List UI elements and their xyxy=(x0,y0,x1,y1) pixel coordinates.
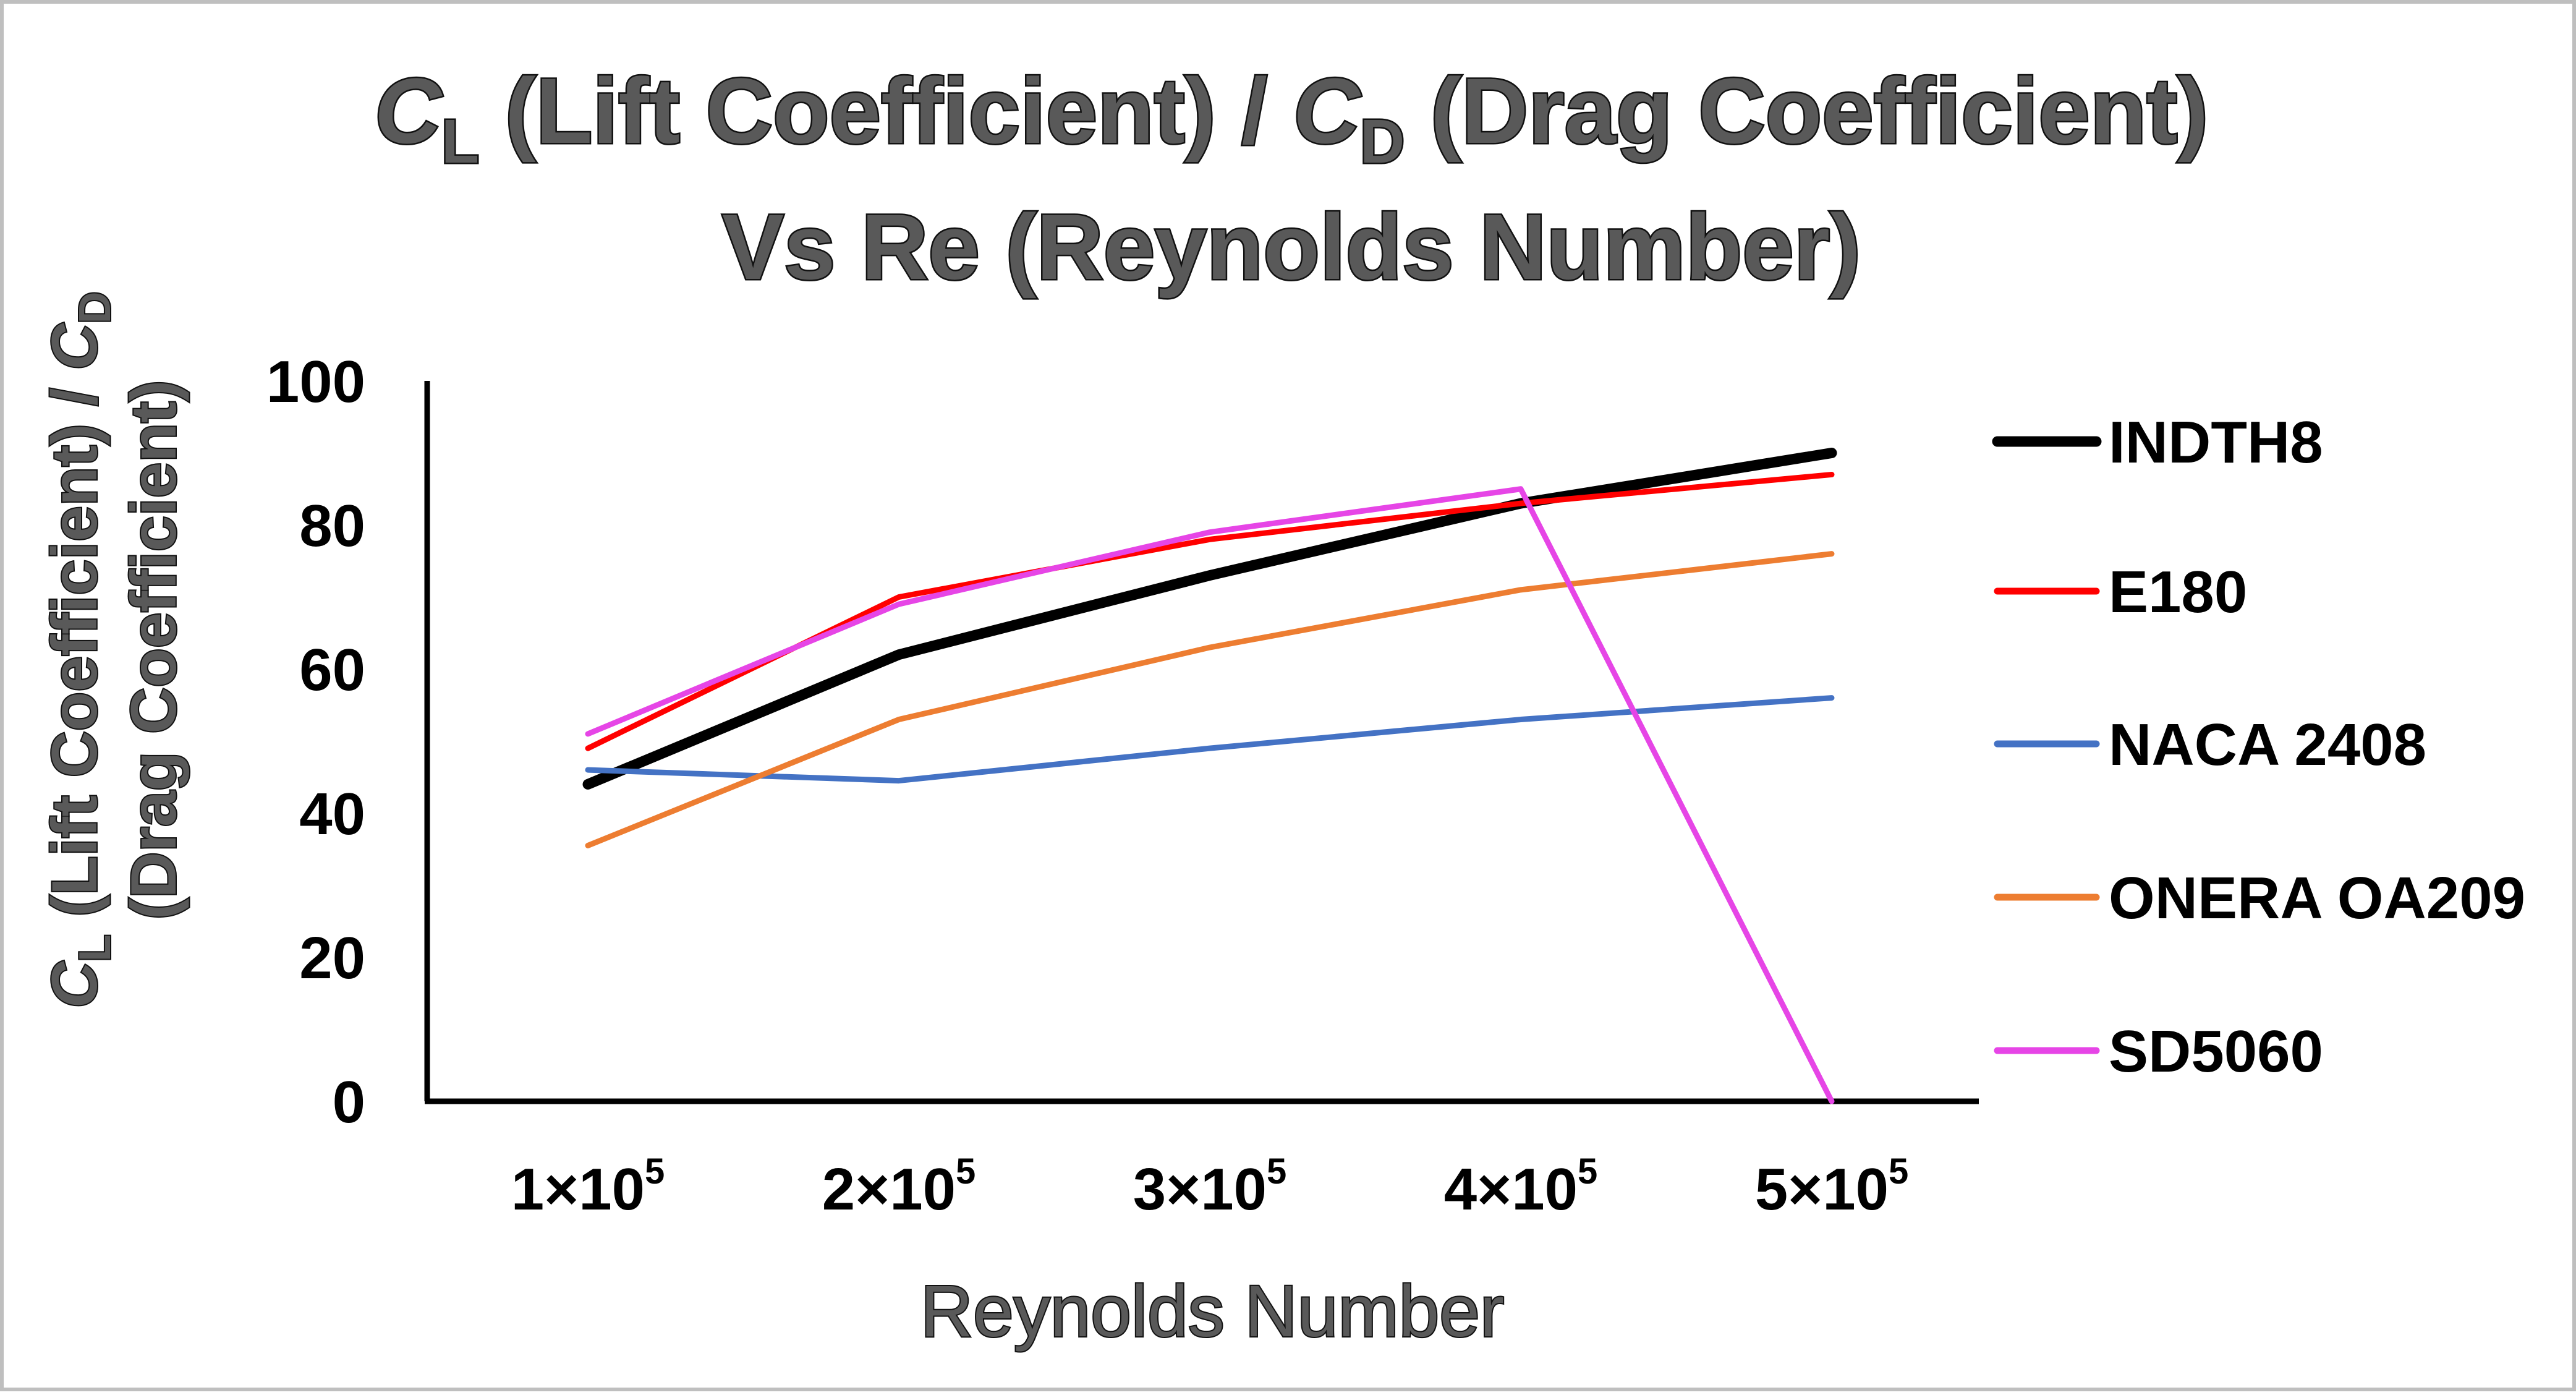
ylabel-cl-subscript: L xyxy=(70,934,120,962)
ylabel-cl-symbol: C xyxy=(39,961,111,1009)
chart-canvas: CL (Lift Coefficient) / CD (Drag Coeffic… xyxy=(38,58,2525,1354)
series-line-onera-oa209 xyxy=(585,551,1835,848)
legend-label-naca-2408: NACA 2408 xyxy=(2109,712,2426,778)
x-tick-exponent: 5 xyxy=(645,1151,665,1192)
x-tick-exponent: 5 xyxy=(1578,1151,1597,1192)
x-tick-exponent: 5 xyxy=(1889,1151,1908,1192)
x-tick-base: 2×10 xyxy=(822,1156,956,1222)
title-cd-symbol: C xyxy=(1293,59,1362,163)
x-tick-label: 4×105 xyxy=(1444,1151,1598,1222)
legend-label-onera-oa209: ONERA OA209 xyxy=(2109,865,2525,931)
legend: INDTH8 E180 NACA 2408 ONERA OA209 SD5060 xyxy=(1992,409,2525,1085)
title-cl-symbol: C xyxy=(375,59,443,163)
x-axis-title: Reynolds Number xyxy=(920,1271,1504,1352)
title-cl-subscript: L xyxy=(441,107,479,176)
ylabel-lift-text: (Lift Coefficient) / xyxy=(39,370,111,935)
chart-title-line1: CL (Lift Coefficient) / CD (Drag Coeffic… xyxy=(375,59,2209,176)
legend-label-indth8: INDTH8 xyxy=(2109,409,2323,476)
y-axis-title: CL (Lift Coefficient) / CD (Drag Coeffic… xyxy=(38,291,191,1010)
x-tick-label: 5×105 xyxy=(1755,1151,1909,1222)
series-line-naca-2408 xyxy=(585,695,1835,784)
series-line-sd5060 xyxy=(585,486,1835,1104)
y-tick-label: 40 xyxy=(299,781,365,847)
x-tick-base: 5×10 xyxy=(1755,1156,1889,1222)
y-tick-label: 100 xyxy=(266,349,365,415)
title-cd-subscript: D xyxy=(1360,107,1405,176)
chart-title-line2: Vs Re (Reynolds Number) xyxy=(722,195,1861,299)
ylabel-cd-symbol: C xyxy=(39,323,111,370)
y-tick-label: 0 xyxy=(333,1069,365,1135)
y-axis-title-line2: (Drag Coefficient) xyxy=(118,380,190,919)
ylabel-cd-subscript: D xyxy=(70,292,120,324)
x-tick-base: 1×10 xyxy=(511,1156,645,1222)
y-tick-label: 20 xyxy=(299,925,365,991)
x-tick-label: 2×105 xyxy=(822,1151,976,1222)
x-tick-label: 3×105 xyxy=(1133,1151,1287,1222)
y-axis-title-line1: CL (Lift Coefficient) / CD xyxy=(39,292,120,1009)
x-tick-label: 1×105 xyxy=(511,1151,665,1222)
legend-label-e180: E180 xyxy=(2109,559,2247,625)
title-lift-text: (Lift Coefficient) / xyxy=(479,59,1293,163)
legend-label-sd5060: SD5060 xyxy=(2109,1018,2323,1085)
title-drag-text: (Drag Coefficient) xyxy=(1405,59,2208,163)
y-tick-label: 60 xyxy=(299,637,365,703)
x-tick-exponent: 5 xyxy=(1267,1151,1286,1192)
x-tick-exponent: 5 xyxy=(956,1151,976,1192)
y-tick-label: 80 xyxy=(299,493,365,559)
x-tick-base: 4×10 xyxy=(1444,1156,1578,1222)
series-line-indth8 xyxy=(582,448,1837,790)
x-tick-base: 3×10 xyxy=(1133,1156,1267,1222)
